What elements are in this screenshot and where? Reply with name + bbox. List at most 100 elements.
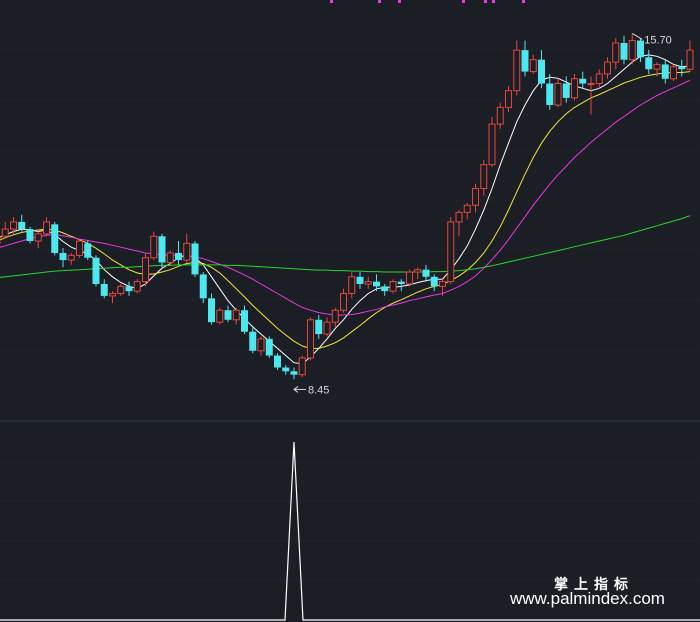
candle-body [125,286,133,292]
candle-body [216,309,224,323]
candle-body [18,221,26,230]
candle-body [199,274,207,299]
candle-body [447,221,455,283]
signal-marker [492,0,495,3]
moving-average-line [0,79,691,316]
candle-body [604,61,611,75]
candle-body [282,367,290,372]
candle-body [505,90,512,108]
candle-body [686,49,694,70]
signal-marker [378,0,381,3]
candle-body [678,66,686,70]
candle-body [348,276,356,295]
candle-body [496,106,504,125]
indicator-line [0,441,700,621]
candle-body [488,123,496,166]
candle-body [521,50,529,72]
candle-body [546,83,554,105]
candle-body [315,319,323,335]
candle-body [241,310,248,332]
high-pointer [631,32,643,40]
low-pointer-arrow [293,386,299,393]
candle-body [1,228,9,237]
candle-body [364,281,372,285]
candle-body [51,224,59,253]
candle-body [356,276,364,284]
candle-body [554,83,562,106]
signal-marker [398,0,401,3]
candle-body [59,252,67,261]
candle-body [620,42,628,60]
candle-body [76,240,83,256]
candle-body [439,281,446,287]
candle-body [257,338,265,352]
candle-body [373,281,380,287]
candle-body [587,83,595,86]
candle-body [43,221,50,235]
candle-body [26,229,34,242]
candle-body [208,298,215,323]
candle-body [406,271,413,285]
candle-body [224,310,232,320]
candle-body [422,269,430,277]
candle-body [389,281,397,292]
signal-marker [522,0,525,3]
candle-body [249,331,257,351]
candle-body [430,276,438,287]
candle-body [653,63,661,70]
candle-body [414,269,422,273]
candle-body [562,83,570,98]
candle-body [92,257,100,284]
candle-body [232,309,240,321]
candle-body [183,242,191,261]
candle-body [612,42,620,63]
candle-body [397,281,405,284]
candle-body [142,257,149,283]
candle-body [661,64,669,79]
candle-body [150,235,158,259]
candle-body [166,252,174,263]
candle-body [100,283,108,296]
candle-body [10,221,17,230]
candle-body [307,319,314,359]
candle-body [645,57,653,70]
candle-body [455,211,463,223]
candle-body [472,188,479,206]
candle-body [331,309,339,323]
signal-marker [330,0,333,3]
watermark-url: www.palmindex.com [509,589,665,608]
candle-body [274,355,281,368]
candle-body [480,164,488,190]
candle-body [191,243,199,275]
candle-body [628,40,636,61]
candle-body [265,338,273,356]
candle-body [117,285,125,295]
candle-body [133,281,141,292]
candle-body [571,78,578,99]
watermark-title: 掌上指标 [554,576,634,593]
candle-body [323,321,331,335]
candle-body [158,236,166,263]
candle-body [67,254,75,261]
moving-average-line [0,71,691,349]
candle-body [109,293,116,297]
candle-body [579,78,587,84]
candle-body [463,204,471,213]
candle-body [34,233,42,242]
signal-marker [462,0,465,3]
candle-body [529,59,537,73]
candle-body [298,357,306,376]
low-price-label: 8.45 [308,384,329,396]
candle-body [595,73,603,85]
candle-body [637,40,644,58]
candle-body [670,66,677,80]
signal-marker [484,0,487,3]
candle-body [538,59,545,84]
candle-body [513,49,521,92]
high-price-label: 15.70 [644,34,672,46]
candle-body [175,252,182,261]
moving-average-line [0,215,691,278]
